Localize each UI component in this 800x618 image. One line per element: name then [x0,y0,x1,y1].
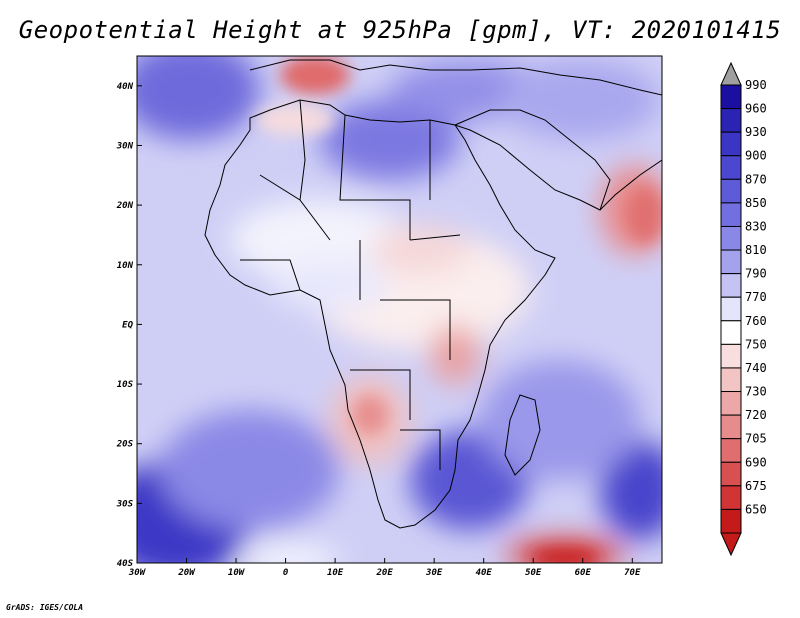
colorbar-swatch [720,178,742,204]
lon-tick-label: 70E [624,568,641,578]
lat-tick-label: 30S [116,499,134,509]
colorbar-label: 960 [745,102,767,116]
colorbar-swatch [720,485,742,510]
colorbar-swatch [720,367,742,393]
colorbar-swatch [720,202,742,227]
colorbar-swatch [720,343,742,369]
colorbar-label: 705 [745,432,767,446]
colorbar-swatch [720,320,742,345]
lat-tick-label: 20S [116,440,134,450]
colorbar-label: 930 [745,125,767,139]
colorbar-label: 830 [745,219,767,233]
colorbar-swatch [720,249,742,275]
colorbar-label: 870 [745,172,767,186]
colorbar-swatch [720,84,742,110]
colorbar-label: 990 [745,78,767,92]
lon-tick-label: 30W [128,568,147,578]
lon-tick-label: 20W [177,568,196,578]
colorbar-label: 850 [745,196,767,210]
colorbar-swatch [720,508,742,534]
lon-tick-label: 40E [476,568,493,578]
lat-tick-label: 10S [117,380,134,390]
colorbar-swatch [720,273,742,298]
colorbar-label: 720 [745,408,767,422]
colorbar-swatch [720,438,742,463]
colorbar: 990 960 930 900 870 850 830 810 790 770 760 750 740 7… [720,61,767,557]
colorbar-swatch [720,391,742,416]
colorbar-label: 770 [745,290,767,304]
colorbar-label: 810 [745,243,767,257]
coastlines [204,59,662,529]
credit-text: GrADS: IGES/COLA [6,603,84,612]
colorbar-swatch [720,155,742,180]
lon-tick-label: 0 [283,568,289,578]
lon-tick-label: 10E [327,568,344,578]
colorbar-label: 790 [745,267,767,281]
lat-tick-label: EQ [122,320,133,330]
colorbar-swatch [720,296,742,322]
colorbar-swatch [720,131,742,157]
lon-tick-label: 60E [575,568,592,578]
colorbar-label: 900 [745,149,767,163]
colorbar-swatch [720,461,742,487]
latitude-axis: 40N 30N 20N 10N EQ 10S 20S 30S 40S [116,82,142,569]
colorbar-label: 760 [745,314,767,328]
lon-tick-label: 50E [525,568,542,578]
lat-tick-label: 10N [117,261,134,271]
lat-tick-label: 20N [116,201,134,211]
colorbar-bottom-arrow [720,532,742,557]
colorbar-label: 740 [745,361,767,375]
lon-tick-label: 30E [425,568,443,578]
colorbar-label: 650 [745,502,767,516]
colorbar-top-arrow [720,61,742,86]
lon-tick-label: 10W [228,568,246,578]
colorbar-label: 690 [745,455,767,469]
colorbar-label: 675 [745,479,767,493]
colorbar-label: 730 [745,385,767,399]
map-title: Geopotential Height at 925hPa [gpm], VT:… [18,16,782,44]
colorbar-label: 750 [745,337,767,351]
lat-tick-label: 30N [116,141,134,151]
colorbar-swatch [720,108,742,133]
longitude-axis: 30W 20W 10W 0 10E 20E 30E 40E 50E 60E 70E [128,558,641,578]
lat-tick-label: 40N [117,82,134,92]
colorbar-swatch [720,225,742,251]
height-field [137,56,662,563]
colorbar-swatch [720,414,742,440]
plot-frame [136,55,663,564]
lon-tick-label: 20E [376,568,394,578]
lat-tick-label: 40S [117,559,134,569]
